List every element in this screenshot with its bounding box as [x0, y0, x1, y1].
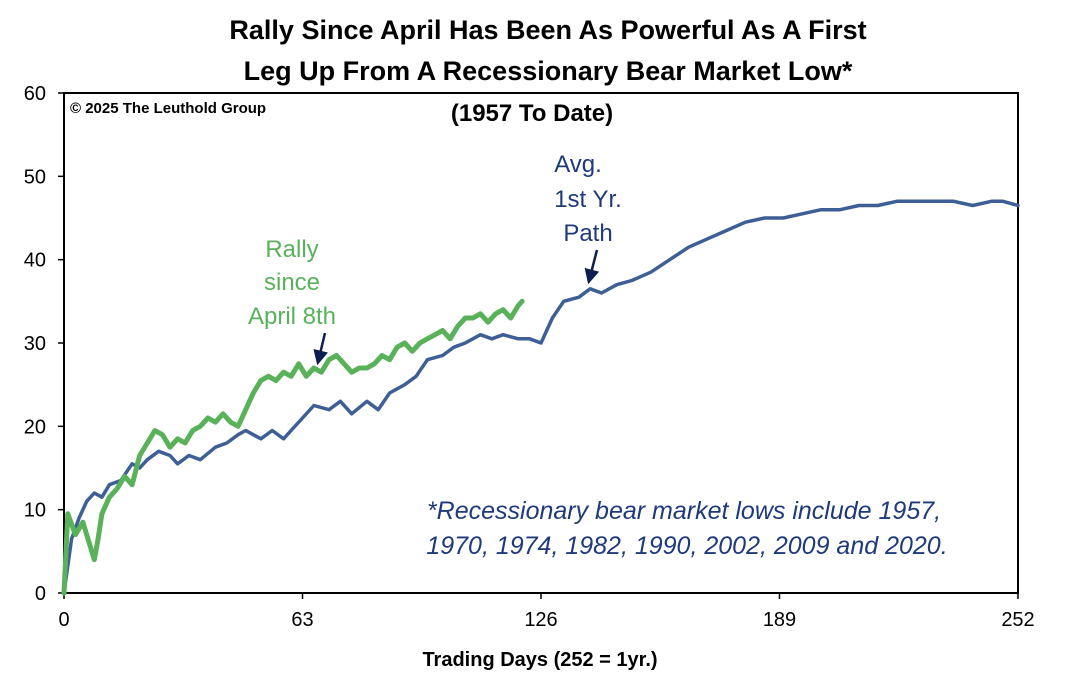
y-tick-label: 10	[24, 500, 46, 522]
series-line-rally	[61, 298, 525, 596]
x-tick-label: 126	[524, 609, 557, 631]
rally-arrow-icon	[313, 332, 329, 366]
footnote-line-1: *Recessionary bear market lows include 1…	[427, 497, 941, 525]
rally-label-line-3: April 8th	[248, 303, 336, 330]
avg-label-line-2: 1st Yr.	[554, 186, 622, 213]
avg-path-annotation: Avg. 1st Yr. Path	[554, 151, 622, 285]
x-tick-label: 252	[1001, 609, 1034, 631]
copyright-text: © 2025 The Leuthold Group	[70, 100, 266, 117]
series-layer	[61, 199, 1020, 596]
x-tick-label: 189	[763, 609, 796, 631]
x-tick-label: 63	[291, 609, 313, 631]
series-line-avg-path	[62, 199, 1020, 595]
y-tick-label: 50	[24, 166, 46, 188]
x-tick-label: 0	[58, 609, 69, 631]
avg-arrow-icon	[584, 249, 600, 285]
avg-label-line-3: Path	[563, 220, 612, 247]
y-tick-label: 30	[24, 333, 46, 355]
avg-label-line-1: Avg.	[554, 151, 602, 178]
chart-subtitle: (1957 To Date)	[451, 100, 613, 127]
chart-title-line-2: Leg Up From A Recessionary Bear Market L…	[244, 56, 853, 86]
rally-annotation: Rally since April 8th	[248, 236, 336, 366]
x-axis-label: Trading Days (252 = 1yr.)	[422, 649, 657, 671]
y-tick-label: 60	[24, 83, 46, 105]
y-axis: 0 10 20 30 40 50 60	[24, 83, 64, 605]
rally-label-line-1: Rally	[265, 236, 318, 263]
y-tick-label: 0	[35, 583, 46, 605]
x-axis: 0 63 126 189 252	[58, 593, 1035, 631]
footnote-line-2: 1970, 1974, 1982, 1990, 2002, 2009 and 2…	[426, 532, 947, 560]
y-tick-label: 40	[24, 250, 46, 272]
rally-label-line-2: since	[264, 269, 320, 296]
y-tick-label: 20	[24, 416, 46, 438]
chart-title-line-1: Rally Since April Has Been As Powerful A…	[229, 15, 866, 45]
